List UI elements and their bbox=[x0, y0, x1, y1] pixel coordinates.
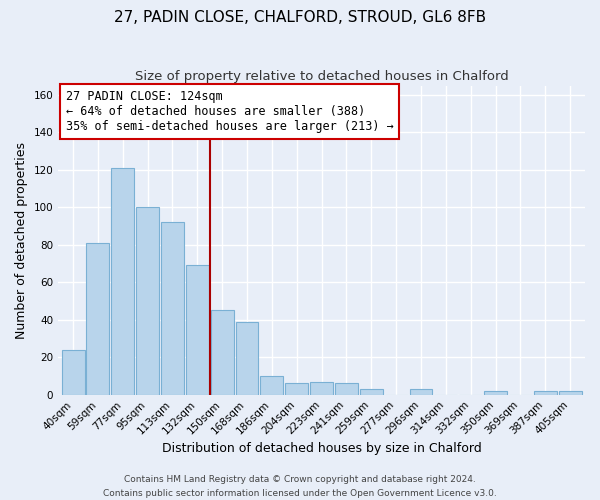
Bar bbox=[484, 391, 507, 394]
Bar bbox=[112, 168, 134, 394]
Bar bbox=[136, 208, 159, 394]
Bar bbox=[236, 322, 259, 394]
Text: 27 PADIN CLOSE: 124sqm
← 64% of detached houses are smaller (388)
35% of semi-de: 27 PADIN CLOSE: 124sqm ← 64% of detached… bbox=[65, 90, 394, 133]
Bar bbox=[410, 389, 433, 394]
X-axis label: Distribution of detached houses by size in Chalford: Distribution of detached houses by size … bbox=[162, 442, 481, 455]
Text: 27, PADIN CLOSE, CHALFORD, STROUD, GL6 8FB: 27, PADIN CLOSE, CHALFORD, STROUD, GL6 8… bbox=[114, 10, 486, 25]
Y-axis label: Number of detached properties: Number of detached properties bbox=[15, 142, 28, 338]
Bar bbox=[534, 391, 557, 394]
Bar bbox=[62, 350, 85, 395]
Bar bbox=[360, 389, 383, 394]
Bar bbox=[86, 243, 109, 394]
Bar bbox=[161, 222, 184, 394]
Bar bbox=[286, 384, 308, 394]
Bar bbox=[186, 266, 209, 394]
Text: Contains HM Land Registry data © Crown copyright and database right 2024.
Contai: Contains HM Land Registry data © Crown c… bbox=[103, 476, 497, 498]
Bar bbox=[310, 382, 333, 394]
Bar bbox=[335, 384, 358, 394]
Bar bbox=[211, 310, 233, 394]
Bar bbox=[559, 391, 581, 394]
Title: Size of property relative to detached houses in Chalford: Size of property relative to detached ho… bbox=[135, 70, 508, 83]
Bar bbox=[260, 376, 283, 394]
